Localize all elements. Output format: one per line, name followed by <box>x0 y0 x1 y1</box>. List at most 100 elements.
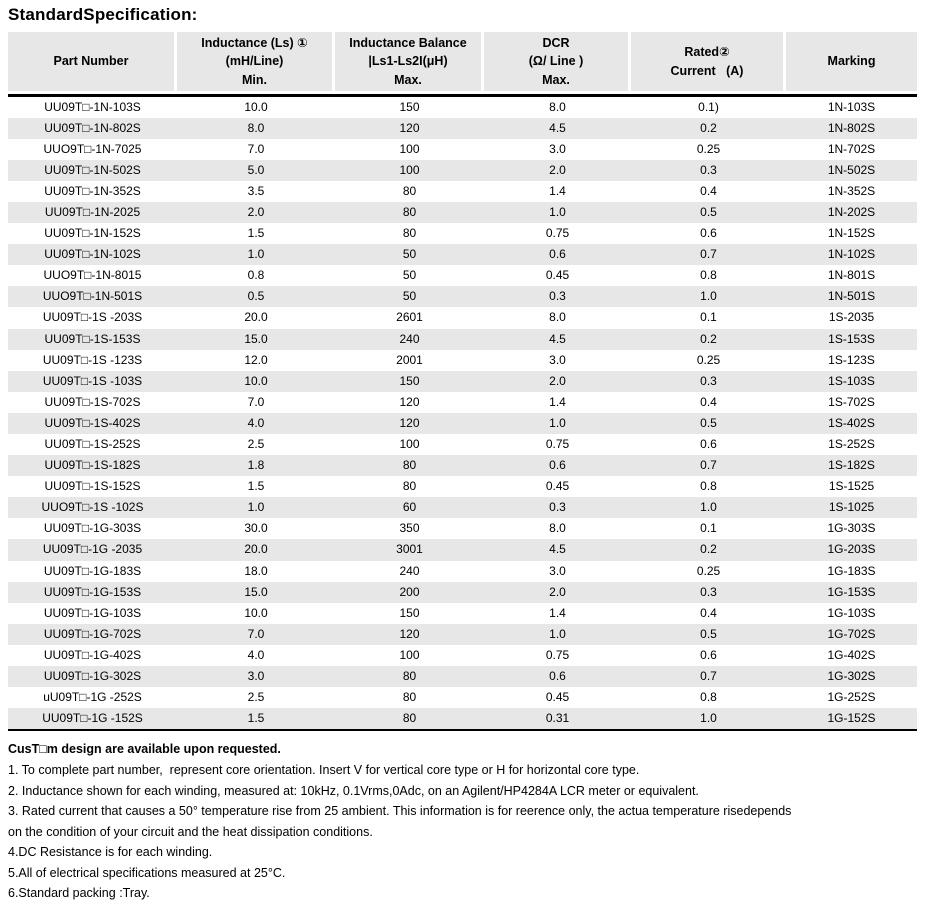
column-header-line: Inductance Balance <box>349 35 467 50</box>
cell-rated-current: 0.2 <box>700 542 717 557</box>
cell-marking: 1S-153S <box>828 331 875 346</box>
cell-marking: 1N-802S <box>827 120 876 135</box>
cell-part-number: UU09T□-1N-502S <box>44 162 141 177</box>
cell-dcr-max: 2.0 <box>549 162 566 177</box>
cell-rated-current: 0.25 <box>696 141 721 156</box>
cell-marking: 1S-103S <box>828 373 875 388</box>
cell-dcr-max: 1.0 <box>549 204 566 219</box>
table-header-row: Part Number Inductance (Ls) ① (mH/Line) Min… <box>8 32 917 91</box>
cell-inductance-balance: 2601 <box>396 310 423 325</box>
table-row: UU09T□-1N-102S 1.0 50 0.6 0.7 1N-102S <box>8 244 917 266</box>
table-row: UUO9T□-1N-8015 0.8 50 0.45 0.8 1N-801S <box>8 265 917 286</box>
cell-dcr-max: 4.5 <box>549 542 566 557</box>
cell-dcr-max: 8.0 <box>549 310 566 325</box>
table-row: UU09T□-1G-103S 10.0 150 1.4 0.4 1G-103S <box>8 603 917 624</box>
cell-inductance-balance: 150 <box>399 99 420 114</box>
cell-inductance-min: 10.0 <box>244 373 268 388</box>
cell-part-number: UU09T□-1S-152S <box>44 479 141 494</box>
cell-dcr-max: 2.0 <box>549 584 566 599</box>
cell-rated-current: 0.7 <box>700 458 717 473</box>
cell-inductance-balance: 120 <box>399 415 420 430</box>
cell-marking: 1S-252S <box>828 437 875 451</box>
cell-rated-current: 1.0 <box>700 289 717 304</box>
cell-marking: 1N-702S <box>827 141 876 156</box>
column-header-line: DCR <box>542 35 570 50</box>
cell-rated-current: 0.25 <box>696 563 721 578</box>
table-row: UUO9T□-1N-501S 0.5 50 0.3 1.0 1N-501S <box>8 286 917 308</box>
table-row: UU09T□-1G-153S 15.0 200 2.0 0.3 1G-153S <box>8 581 917 603</box>
cell-inductance-balance: 80 <box>402 479 417 494</box>
cell-inductance-min: 20.0 <box>244 542 268 557</box>
cell-inductance-balance: 80 <box>402 226 417 241</box>
cell-part-number: UU09T□-1G -152S <box>42 711 143 726</box>
cell-marking: 1G-103S <box>827 605 876 620</box>
cell-inductance-balance: 80 <box>402 183 417 198</box>
column-header-line: Max. <box>542 72 570 87</box>
table-row: UUO9T□-1N-7025 7.0 100 3.0 0.25 1N-702S <box>8 139 917 160</box>
cell-part-number: uU09T□-1G -252S <box>43 690 142 705</box>
cell-part-number: UUO9T□-1N-501S <box>42 289 143 304</box>
notes-section: CusT□m design are available upon request… <box>8 739 917 904</box>
table-row: UU09T□-1N-352S 3.5 80 1.4 0.4 1N-352S <box>8 181 917 202</box>
cell-inductance-balance: 50 <box>402 289 417 304</box>
cell-inductance-balance: 120 <box>399 120 420 135</box>
cell-part-number: UU09T□-1S-252S <box>44 437 141 451</box>
cell-marking: 1G-302S <box>827 669 876 684</box>
cell-marking: 1G-152S <box>827 711 876 726</box>
cell-inductance-balance: 150 <box>399 373 420 388</box>
cell-part-number: UU09T□-1S -203S <box>42 310 143 325</box>
cell-inductance-min: 1.8 <box>247 458 265 473</box>
cell-inductance-min: 2.5 <box>247 437 265 451</box>
cell-part-number: UU09T□-1S-402S <box>44 415 141 430</box>
table-row: UU09T□-1N-103S 10.0 150 8.0 0.1) 1N-103S <box>8 97 917 118</box>
cell-inductance-balance: 100 <box>399 437 420 451</box>
note-line: 6.Standard packing :Tray. <box>8 886 150 901</box>
cell-rated-current: 1.0 <box>700 711 717 726</box>
table-row: UU09T□-1S-252S 2.5 100 0.75 0.6 1S-252S <box>8 434 917 455</box>
cell-marking: 1N-202S <box>827 204 876 219</box>
column-header-rated-current: Rated② Current (A) <box>631 32 786 91</box>
cell-part-number: UU09T□-1N-352S <box>44 183 141 198</box>
table-row: UU09T□-1G-303S 30.0 350 8.0 0.1 1G-303S <box>8 518 917 539</box>
cell-inductance-balance: 3001 <box>396 542 423 557</box>
cell-rated-current: 0.3 <box>700 373 717 388</box>
cell-rated-current: 0.5 <box>700 204 717 219</box>
cell-rated-current: 0.4 <box>700 394 717 409</box>
cell-rated-current: 0.6 <box>700 647 717 662</box>
cell-dcr-max: 3.0 <box>549 563 566 578</box>
cell-part-number: UU09T□-1S-702S <box>44 394 141 409</box>
cell-inductance-min: 7.0 <box>247 626 265 641</box>
note-line: 5.All of electrical specifications measu… <box>8 865 286 880</box>
cell-rated-current: 0.8 <box>700 690 717 705</box>
cell-inductance-balance: 150 <box>399 605 420 620</box>
cell-part-number: UU09T□-1N-152S <box>44 226 141 241</box>
cell-marking: 1N-152S <box>827 226 876 241</box>
cell-inductance-min: 1.0 <box>247 500 265 515</box>
header-divider <box>8 94 917 97</box>
cell-part-number: UUO9T□-1N-7025 <box>43 141 142 156</box>
cell-part-number: UU09T□-1G-153S <box>43 584 142 599</box>
cell-inductance-balance: 80 <box>402 711 417 726</box>
cell-inductance-min: 4.0 <box>247 647 265 662</box>
cell-dcr-max: 0.3 <box>549 289 566 304</box>
cell-part-number: UU09T□-1S-182S <box>44 458 141 473</box>
cell-part-number: UU09T□-1G -2035 <box>42 542 143 557</box>
cell-inductance-balance: 120 <box>399 626 420 641</box>
cell-marking: 1S-123S <box>828 352 875 367</box>
table-row: UU09T□-1N-2025 2.0 80 1.0 0.5 1N-202S <box>8 201 917 224</box>
cell-inductance-balance: 80 <box>402 669 417 684</box>
cell-inductance-min: 1.5 <box>247 479 265 494</box>
cell-part-number: UU09T□-1S -123S <box>42 352 143 367</box>
cell-dcr-max: 8.0 <box>549 521 566 536</box>
cell-part-number: UU09T□-1S-153S <box>44 331 141 346</box>
cell-rated-current: 0.1 <box>700 521 717 536</box>
cell-marking: 1N-352S <box>827 183 876 198</box>
table-row: UU09T□-1S-402S 4.0 120 1.0 0.5 1S-402S <box>8 412 917 434</box>
cell-part-number: UU09T□-1G-183S <box>43 563 142 578</box>
column-header-line: Marking <box>827 54 876 69</box>
cell-inductance-min: 10.0 <box>244 605 268 620</box>
column-header-line: Current (A) <box>670 63 744 78</box>
cell-inductance-balance: 100 <box>399 141 420 156</box>
cell-part-number: UU09T□-1G-702S <box>43 626 142 641</box>
cell-dcr-max: 4.5 <box>549 120 566 135</box>
